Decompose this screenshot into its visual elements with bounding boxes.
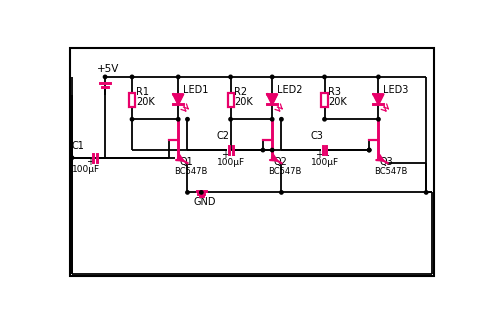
Text: +: +	[86, 157, 94, 167]
Text: LED3: LED3	[383, 85, 408, 95]
Circle shape	[425, 191, 428, 194]
Polygon shape	[373, 94, 383, 104]
Text: Q1: Q1	[180, 157, 193, 167]
Circle shape	[368, 148, 371, 152]
Text: GND: GND	[194, 197, 216, 207]
Text: 20K: 20K	[235, 97, 253, 107]
Text: Q3: Q3	[380, 157, 394, 167]
Circle shape	[103, 75, 107, 79]
Bar	[321, 93, 328, 107]
Text: +: +	[221, 150, 229, 160]
Text: 100μF: 100μF	[72, 164, 100, 174]
Circle shape	[368, 148, 371, 152]
Text: C2: C2	[217, 131, 230, 141]
Text: 100μF: 100μF	[310, 158, 339, 167]
Circle shape	[229, 117, 232, 121]
Bar	[227, 93, 234, 107]
Circle shape	[323, 75, 326, 79]
Text: R1: R1	[136, 87, 149, 97]
Circle shape	[377, 117, 380, 121]
Text: LED2: LED2	[277, 85, 302, 95]
Text: R2: R2	[235, 87, 247, 97]
Circle shape	[130, 117, 134, 121]
Text: 20K: 20K	[136, 97, 154, 107]
Circle shape	[177, 75, 180, 79]
Circle shape	[271, 148, 274, 152]
Text: 100μF: 100μF	[217, 158, 245, 167]
Text: C1: C1	[72, 140, 85, 150]
Text: C3: C3	[310, 131, 324, 141]
Polygon shape	[173, 94, 183, 104]
Circle shape	[280, 191, 283, 194]
Circle shape	[200, 191, 203, 194]
Circle shape	[229, 75, 232, 79]
Text: BC547B: BC547B	[374, 167, 408, 176]
Circle shape	[130, 75, 134, 79]
Circle shape	[261, 148, 265, 152]
Circle shape	[280, 117, 283, 121]
Text: +5V: +5V	[97, 64, 120, 74]
Circle shape	[186, 191, 189, 194]
Text: -: -	[96, 157, 99, 167]
Text: Q2: Q2	[274, 157, 288, 167]
Circle shape	[271, 117, 274, 121]
Text: LED1: LED1	[183, 85, 208, 95]
Text: -: -	[231, 150, 235, 160]
Text: 20K: 20K	[328, 97, 347, 107]
Circle shape	[186, 117, 189, 121]
Circle shape	[271, 75, 274, 79]
Polygon shape	[267, 94, 277, 104]
Circle shape	[177, 117, 180, 121]
Circle shape	[377, 75, 380, 79]
Text: BC547B: BC547B	[174, 167, 208, 176]
Text: -: -	[325, 150, 329, 160]
Text: BC547B: BC547B	[268, 167, 302, 176]
Circle shape	[70, 156, 74, 159]
Text: R3: R3	[328, 87, 341, 97]
Text: +: +	[315, 150, 323, 160]
Bar	[129, 93, 135, 107]
Circle shape	[323, 117, 326, 121]
